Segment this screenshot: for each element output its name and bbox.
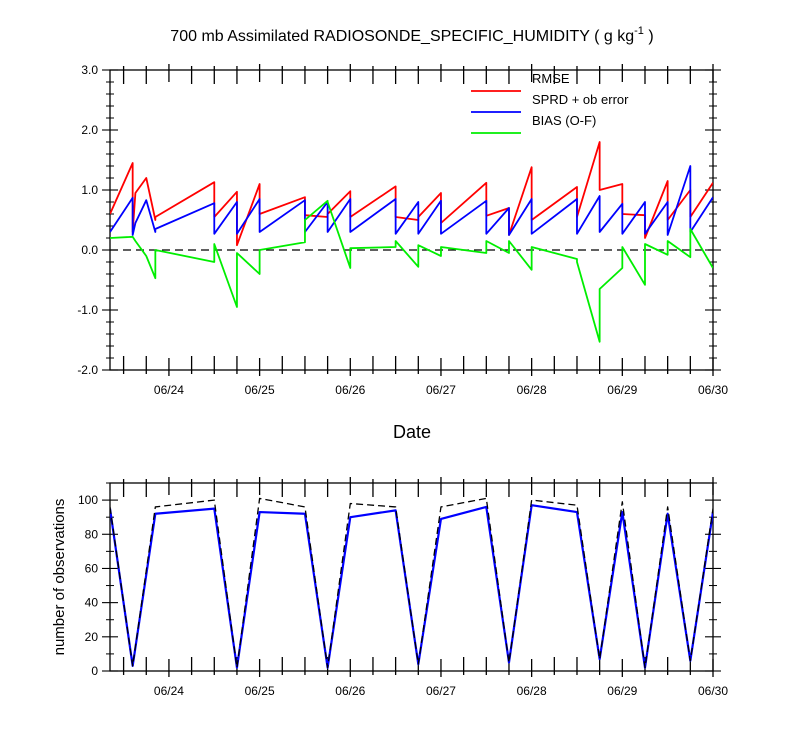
x-tick-label: 06/24 [154,684,184,698]
x-tick-label: 06/24 [154,383,184,397]
plot-frame [109,482,714,672]
y-tick-label: 80 [85,527,99,541]
x-tick-label: 06/28 [517,684,547,698]
y-tick-label: 0.0 [81,243,98,257]
chart-title: 700 mb Assimilated RADIOSONDE_SPECIFIC_H… [170,25,653,45]
legend-label: BIAS (O-F) [532,113,596,128]
plot-frame [109,69,714,371]
x-tick-label: 06/27 [426,684,456,698]
x-tick-label: 06/25 [245,383,275,397]
title-units-exponent: -1 [634,25,644,37]
legend-label: RMSE [532,71,570,86]
x-tick-label: 06/26 [335,383,365,397]
x-tick-label: 06/30 [698,383,728,397]
y-tick-label: 20 [85,630,99,644]
y-tick-label: -1.0 [77,303,98,317]
bottom-plot: 0 20 40 60 80 100 06/24 06/25 06/26 06/27 06/28 06/… [78,477,728,698]
y-tick-label: 2.0 [81,123,98,137]
x-axis-title: Date [393,422,431,442]
y-tick-label: 0 [91,664,98,678]
y-tick-label: 40 [85,596,99,610]
x-tick-label: 06/28 [517,383,547,397]
x-tick-label: 06/29 [607,684,637,698]
y-tick-label: 60 [85,561,99,575]
series-line-bias-o-f [110,199,713,343]
series-line-assimilated-observations [110,504,713,669]
y-tick-label: 1.0 [81,183,98,197]
y-tick-label: 100 [78,493,98,507]
series-line-sprd-ob-error [110,165,713,236]
top-plot: -2.0 -1.0 0.0 1.0 2.0 3.0 06/24 06/25 06/26 06/27… [77,63,728,397]
series-line-possible-observations [110,497,713,669]
x-tick-label: 06/30 [698,684,728,698]
legend: RMSE SPRD + ob error BIAS (O-F) [471,71,629,134]
x-tick-label: 06/25 [245,684,275,698]
x-tick-label: 06/29 [607,383,637,397]
y-axis-title-observations: number of observations [51,499,68,656]
title-suffix: ) [644,28,654,45]
x-tick-label: 06/27 [426,383,456,397]
y-tick-label: -2.0 [77,363,98,377]
y-tick-label: 3.0 [81,63,98,77]
legend-label: SPRD + ob error [532,92,629,107]
title-text: 700 mb Assimilated RADIOSONDE_SPECIFIC_H… [170,28,634,45]
x-tick-label: 06/26 [335,684,365,698]
